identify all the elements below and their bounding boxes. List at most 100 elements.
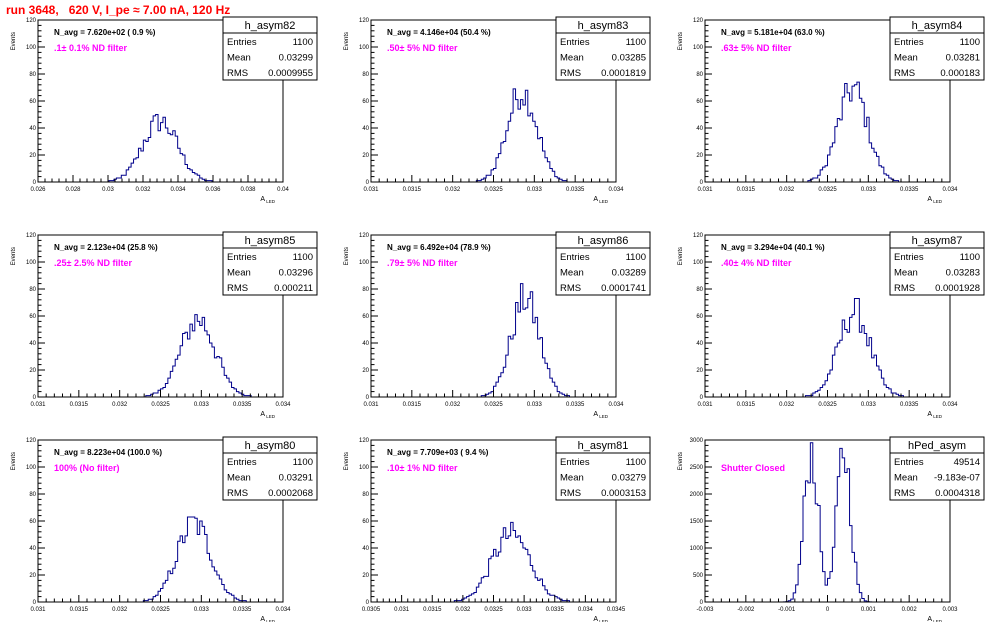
stats-label: Entries [894,457,924,468]
y-tick-label: 80 [29,287,36,293]
x-tick-label: 0.032 [112,402,128,408]
histogram-panel-h_asym81: 0.0305 0.031 0.0315 0.032 0.0325 0.033 0.0335 0… [344,436,651,622]
x-tick-label: 0.032 [112,607,128,613]
stats-label: RMS [560,68,581,79]
stats-value: 1100 [960,37,980,48]
y-tick-label: 80 [362,72,369,78]
y-tick-label: 0 [33,600,37,606]
x-tick-label: 0.0315 [403,402,422,408]
y-tick-label: 100 [693,260,704,266]
y-tick-label: 100 [693,45,704,51]
histogram-name: h_asym86 [578,235,629,247]
y-tick-label: 40 [696,126,703,132]
stats-box [222,231,318,296]
x-tick-label: 0.0315 [70,402,89,408]
histogram-panel-h_asym83: 0.031 0.0315 0.032 0.0325 0.033 0.0335 0.034 0 2… [344,16,651,204]
n-avg-label: N_avg = 7.709e+03 ( 9.4 %) [387,448,489,457]
y-tick-label: 20 [29,573,36,579]
stats-label: Entries [560,252,590,263]
histogram-line [371,283,616,398]
x-tick-label: 0.0335 [566,187,585,193]
stats-label: Mean [560,53,584,64]
stats-label: Entries [227,457,257,468]
y-tick-label: 60 [362,314,369,320]
histogram-panel-h_asym80: 0.031 0.0315 0.032 0.0325 0.033 0.0335 0.034 0 2… [11,436,318,622]
x-tick-label: 0.033 [194,402,210,408]
y-tick-label: 40 [29,126,36,132]
stats-value: 1100 [626,252,646,263]
stats-value: 1100 [293,252,313,263]
x-axis-title: A LED [260,196,275,204]
y-tick-label: 120 [359,438,370,444]
stats-value: -9.183e-07 [934,473,980,484]
n-avg-label: N_avg = 3.294e+04 (40.1 %) [721,243,825,252]
y-tick-label: 120 [359,233,370,239]
y-tick-label: 3000 [690,438,704,444]
y-axis-title: Events [678,452,684,470]
stats-label: RMS [894,68,915,79]
y-tick-label: 60 [362,99,369,105]
x-axis-title: A LED [593,411,608,419]
filter-annotation: .40± 4% ND filter [721,258,792,268]
x-tick-label: 0.031 [30,402,46,408]
n-avg-label: N_avg = 4.146e+04 (50.4 %) [387,28,491,37]
y-tick-label: 20 [362,153,369,159]
n-avg-label: N_avg = 6.492e+04 (78.9 %) [387,243,491,252]
histogram-line [371,521,616,603]
stats-value: 1100 [626,37,646,48]
y-tick-label: 80 [29,72,36,78]
histogram-line [705,81,950,183]
x-tick-label: 0.038 [240,187,256,193]
y-tick-label: 100 [359,465,370,471]
x-axis-title: A LED [927,411,942,419]
y-tick-label: 40 [362,341,369,347]
x-tick-label: 0.033 [861,402,877,408]
stats-value: 0.03283 [946,268,980,279]
stats-box [889,231,985,296]
y-tick-label: 0 [366,395,370,401]
y-axis-title: Events [344,247,350,265]
stats-box [555,436,651,501]
histogram-name: h_asym82 [245,20,296,32]
x-tick-label: 0.001 [861,607,877,613]
x-tick-label: 0.0315 [737,402,756,408]
x-tick-label: 0.031 [363,187,379,193]
y-tick-label: 60 [29,314,36,320]
x-tick-label: 0.0325 [484,607,503,613]
stats-value: 0.000211 [274,283,313,294]
y-tick-label: 0 [700,600,704,606]
filter-annotation: Shutter Closed [721,463,785,473]
y-tick-label: 20 [362,368,369,374]
x-tick-label: 0.002 [902,607,918,613]
y-tick-label: 100 [359,45,370,51]
histogram-panel-h_asym87: 0.031 0.0315 0.032 0.0325 0.033 0.0335 0.034 0 2… [678,231,985,419]
stats-box [889,16,985,81]
x-tick-label: 0.032 [135,187,151,193]
stats-label: Mean [560,473,584,484]
x-tick-label: 0.033 [861,187,877,193]
y-tick-label: 20 [362,573,369,579]
histogram-line [705,297,950,398]
x-axis-title: A LED [593,196,608,204]
x-tick-label: 0.033 [527,402,543,408]
stats-label: RMS [560,283,581,294]
stats-label: Entries [560,37,590,48]
x-tick-label: 0.0315 [403,187,422,193]
stats-value: 1100 [626,457,646,468]
histogram-panel-h_asym85: 0.031 0.0315 0.032 0.0325 0.033 0.0335 0.034 0 2… [11,231,318,419]
stats-label: RMS [227,283,248,294]
y-tick-label: 120 [359,18,370,24]
histogram-name: h_asym85 [245,235,296,247]
stats-box [222,16,318,81]
x-tick-label: 0.0335 [900,402,919,408]
x-tick-label: 0.034 [275,402,291,408]
x-axis-title: A LED [927,196,942,204]
stats-value: 0.0003153 [601,488,646,499]
x-tick-label: 0.0315 [423,607,442,613]
x-tick-label: 0.0325 [818,187,837,193]
x-tick-label: 0.0325 [818,402,837,408]
x-tick-label: 0.0335 [566,402,585,408]
stats-value: 0.03281 [946,53,980,64]
x-tick-label: 0.036 [205,187,221,193]
y-tick-label: 40 [362,126,369,132]
